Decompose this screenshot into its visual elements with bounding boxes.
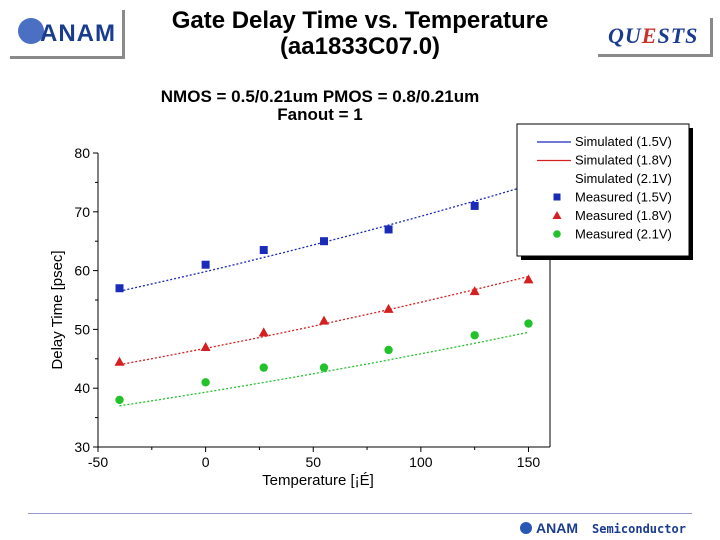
measured-point-square [470, 201, 479, 210]
y-tick-label: 80 [74, 145, 90, 161]
page-title: Gate Delay Time vs. Temperature (aa1833C… [130, 8, 590, 60]
measured-point-circle [259, 363, 268, 372]
anam-logo-text: ANAM [40, 20, 116, 47]
legend-label: Measured (1.5V) [575, 190, 672, 205]
measured-point-triangle [258, 327, 269, 337]
quests-logo-text: QUESTS [608, 23, 698, 49]
measured-point-square [115, 284, 124, 293]
measured-point-circle [384, 345, 393, 355]
quests-letter: S [685, 23, 699, 48]
y-tick-label: 40 [74, 380, 90, 396]
legend-circle-swatch [553, 230, 561, 238]
measured-point-triangle [200, 342, 211, 352]
quests-letter: T [670, 23, 686, 48]
y-tick-label: 60 [74, 263, 90, 279]
quests-letter: Q [608, 23, 625, 48]
measured-point-circle [470, 331, 479, 340]
measured-point-square [384, 225, 393, 234]
x-axis-label: Temperature [¡É] [262, 472, 374, 489]
measured-point-square [320, 237, 328, 246]
footer-divider [28, 513, 692, 514]
measured-point-triangle [469, 286, 480, 296]
title-line-2: (aa1833C07.0) [279, 33, 441, 60]
y-axis-label: Delay Time [psec] [49, 250, 66, 369]
y-tick-label: 70 [74, 204, 90, 220]
legend-label: Simulated (1.5V) [575, 134, 672, 149]
quests-logo: QUESTS [598, 18, 713, 57]
x-tick-label: 50 [305, 454, 321, 470]
x-tick-label: -50 [88, 454, 108, 470]
chart-subtitle: NMOS = 0.5/0.21um PMOS = 0.8/0.21um Fano… [100, 88, 540, 124]
quests-letter: S [657, 23, 671, 48]
quests-letter: U [624, 23, 642, 48]
measured-point-triangle [319, 315, 329, 325]
legend-triangle-swatch [552, 211, 562, 219]
legend-square-swatch [553, 193, 561, 201]
legend-label: Measured (1.8V) [575, 208, 672, 223]
subtitle-line-1: NMOS = 0.5/0.21um PMOS = 0.8/0.21um [160, 87, 480, 106]
x-tick-label: 150 [517, 454, 541, 470]
anam-logo: ANAM [10, 10, 125, 59]
legend-box [516, 123, 690, 257]
footer-semiconductor: Semiconductor [592, 522, 686, 536]
measured-point-circle [524, 319, 533, 328]
legend-label: Simulated (1.8V) [575, 153, 672, 168]
measured-point-triangle [523, 274, 534, 284]
measured-point-square [259, 246, 268, 255]
footer-logo-mark-icon [520, 522, 532, 534]
measured-point-triangle [383, 303, 394, 313]
x-tick-label: 0 [202, 454, 210, 470]
simulated-curve-0 [119, 184, 529, 292]
simulated-curve-2 [119, 331, 529, 407]
y-tick-label: 50 [74, 321, 90, 337]
measured-point-square [201, 260, 210, 269]
measured-point-triangle [114, 356, 125, 366]
y-tick-label: 30 [74, 439, 90, 455]
legend-label: Measured (2.1V) [575, 227, 672, 242]
quests-letter: E [641, 23, 658, 48]
footer-logo-text: ANAM [536, 520, 578, 536]
legend-label: Simulated (2.1V) [575, 171, 672, 186]
title-line-1: Gate Delay Time vs. Temperature [171, 7, 549, 34]
x-tick-label: 100 [409, 454, 433, 470]
measured-point-circle [115, 395, 124, 405]
measured-point-circle [319, 363, 329, 372]
subtitle-line-2: Fanout = 1 [277, 105, 363, 124]
measured-point-circle [201, 378, 210, 387]
anam-logo-mark-icon [18, 18, 44, 44]
